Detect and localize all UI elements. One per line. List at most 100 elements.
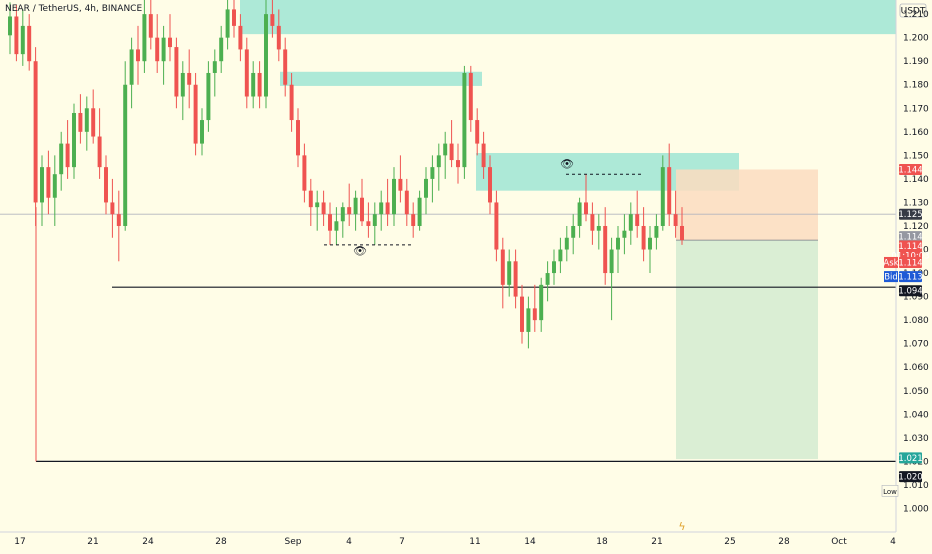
candle-body bbox=[238, 25, 243, 50]
price-tick-label: 1.010 bbox=[903, 481, 929, 491]
price-tag bbox=[899, 208, 922, 220]
candle-body bbox=[366, 221, 371, 226]
candle-body bbox=[136, 49, 140, 62]
candle-body bbox=[475, 120, 480, 144]
time-tick-label: 18 bbox=[596, 537, 608, 547]
candle-body bbox=[91, 108, 96, 137]
candle-body bbox=[545, 273, 550, 285]
candle-body bbox=[628, 214, 633, 231]
candle-body bbox=[488, 167, 492, 203]
supply-zone-top bbox=[240, 0, 896, 35]
candle-body bbox=[654, 225, 659, 238]
candle-body bbox=[174, 47, 179, 97]
candle-body bbox=[590, 214, 595, 231]
price-tick-label: 1.210 bbox=[903, 10, 929, 20]
candle-body bbox=[468, 72, 473, 121]
candle-body bbox=[507, 261, 512, 285]
candle-body bbox=[110, 202, 115, 215]
price-tick-label: 1.000 bbox=[903, 504, 929, 514]
time-tick-label: 14 bbox=[524, 537, 536, 547]
time-tick-label: 21 bbox=[651, 537, 662, 547]
candle-body bbox=[411, 214, 416, 226]
supply-zone-middle bbox=[280, 71, 482, 86]
price-tag-text: 1.094 bbox=[898, 287, 922, 297]
time-tick-label: 25 bbox=[724, 537, 735, 547]
ask-badge bbox=[884, 256, 898, 268]
candle-body bbox=[142, 14, 147, 62]
candle-body bbox=[552, 261, 556, 274]
price-tag-text: 1.114 bbox=[898, 258, 922, 268]
candle-body bbox=[340, 207, 345, 222]
candle-body bbox=[129, 49, 134, 85]
candle-body bbox=[596, 225, 601, 231]
candle-body bbox=[321, 202, 326, 215]
price-tag-text: 1.114 bbox=[898, 242, 922, 252]
candle-body bbox=[494, 202, 499, 250]
eye-icon: 👁 bbox=[560, 158, 574, 171]
candle-body bbox=[648, 237, 652, 250]
time-tick-label: 4 bbox=[346, 537, 352, 547]
candle-body bbox=[353, 197, 358, 215]
candle-body bbox=[443, 143, 448, 156]
currency-badge[interactable] bbox=[899, 3, 927, 18]
candle-body bbox=[212, 61, 217, 73]
candle-body bbox=[8, 16, 12, 36]
candle-body bbox=[289, 84, 294, 121]
candle-body bbox=[52, 174, 57, 198]
candle-body bbox=[155, 37, 160, 62]
candle-body bbox=[577, 202, 582, 226]
price-tag bbox=[899, 231, 922, 243]
time-axis[interactable]: 17 21 24 28 Sep 4 7 11 14 18 21 25 28 Oct 4 bbox=[0, 531, 896, 547]
candle-body bbox=[532, 308, 537, 321]
price-tick-label: 1.130 bbox=[903, 198, 929, 208]
candle-body bbox=[392, 178, 396, 215]
candle-body bbox=[609, 249, 614, 274]
candle-body bbox=[315, 202, 320, 208]
candle-body bbox=[264, 14, 268, 97]
candle-body bbox=[193, 84, 198, 144]
candle-body bbox=[296, 120, 300, 156]
candle-body bbox=[148, 14, 153, 38]
candle-body bbox=[424, 178, 428, 198]
candle-body bbox=[539, 284, 544, 321]
levels-layer bbox=[0, 207, 896, 462]
candle-body bbox=[244, 49, 249, 97]
bid-label: Bid bbox=[884, 273, 898, 283]
price-tick-label: 1.030 bbox=[903, 434, 929, 444]
candle-body bbox=[660, 167, 665, 226]
candle-body bbox=[513, 261, 518, 297]
lightning-icon[interactable]: ϟ bbox=[678, 520, 685, 533]
price-tag bbox=[899, 452, 922, 464]
candle-body bbox=[404, 190, 409, 215]
time-tick-label: 7 bbox=[399, 537, 405, 547]
chart-title: NEAR / TetherUS, 4h, BINANCE bbox=[5, 4, 142, 14]
price-tick-label: 1.190 bbox=[903, 57, 929, 67]
price-tick-label: 1.170 bbox=[903, 104, 929, 114]
candle-body bbox=[78, 112, 83, 132]
candles-layer bbox=[8, 0, 684, 349]
candle-body bbox=[270, 14, 275, 26]
candle-body bbox=[328, 214, 332, 231]
candle-body bbox=[436, 155, 441, 168]
candle-body bbox=[123, 84, 128, 226]
candle-body bbox=[104, 167, 108, 203]
candle-body bbox=[635, 214, 640, 226]
candle-body bbox=[308, 190, 313, 208]
price-tag-text: 1.144 bbox=[898, 165, 922, 175]
candle-body bbox=[360, 197, 364, 222]
candle-body bbox=[59, 143, 64, 175]
price-tag-text: 1.113 bbox=[898, 273, 922, 283]
price-tag-text: 1.021 bbox=[898, 454, 922, 464]
currency-label: USDT bbox=[901, 7, 926, 17]
candle-body bbox=[72, 112, 76, 168]
price-tag bbox=[899, 163, 922, 175]
candle-body bbox=[526, 308, 531, 332]
candle-body bbox=[500, 249, 505, 285]
candle-body bbox=[97, 136, 102, 168]
candle-body bbox=[462, 72, 467, 168]
price-tick-label: 1.150 bbox=[903, 151, 929, 161]
price-tick-label: 1.050 bbox=[903, 387, 929, 397]
price-tag bbox=[899, 256, 922, 268]
